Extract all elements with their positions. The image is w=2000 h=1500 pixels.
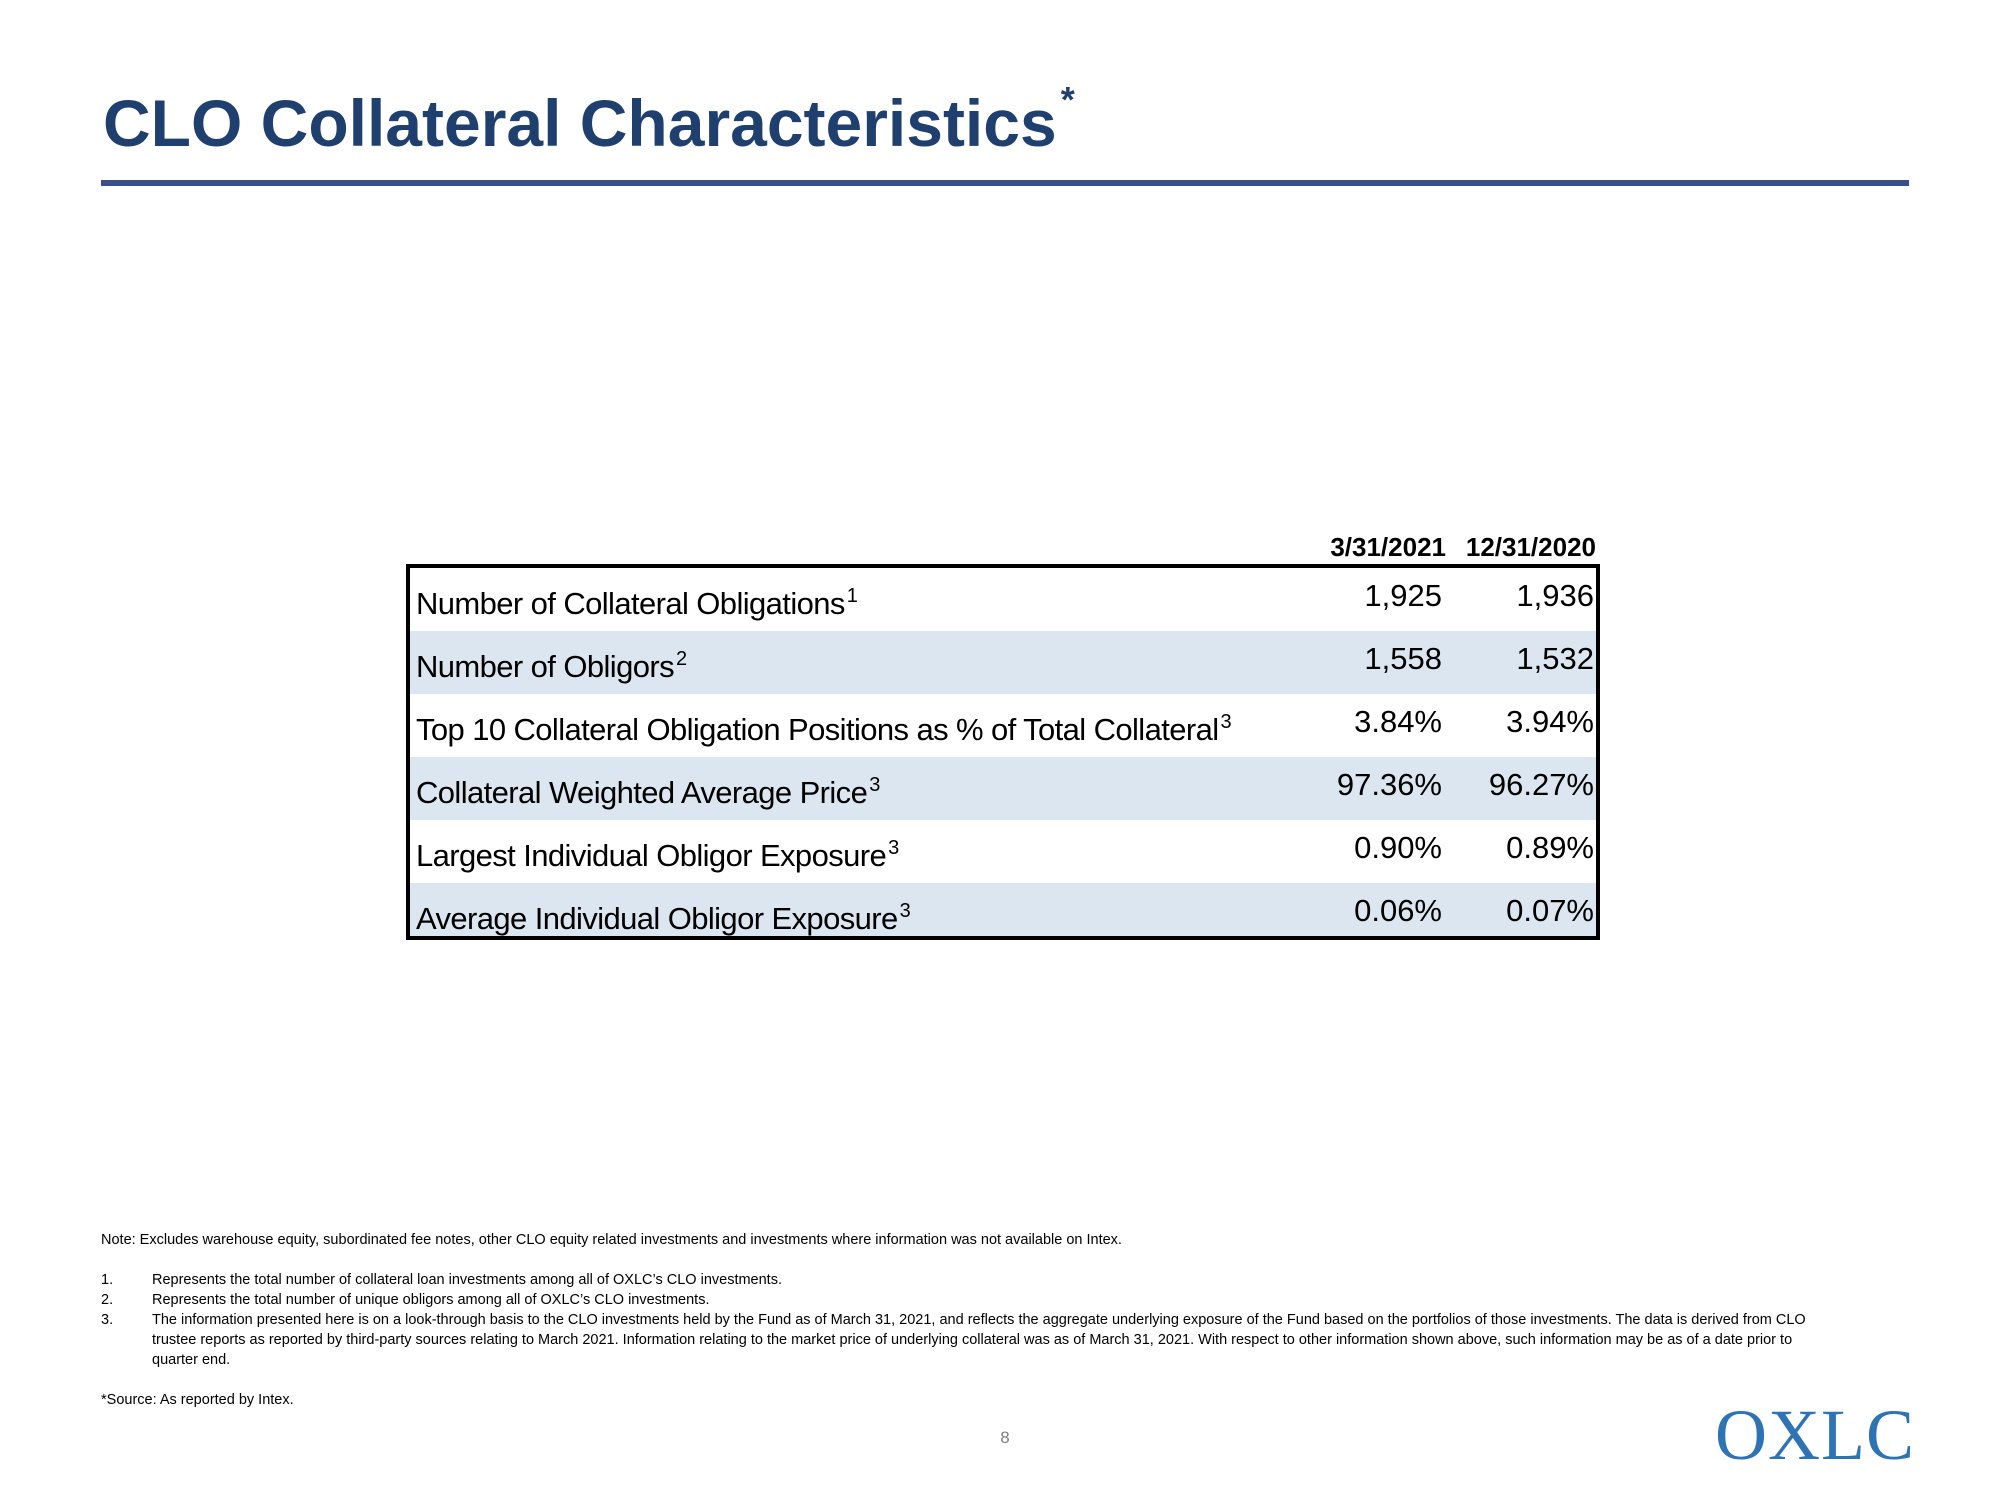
row-label: Collateral Weighted Average Price 3 [416, 774, 880, 810]
footnote-item: 3. The information presented here is on … [101, 1310, 1821, 1370]
notes-section: Note: Excludes warehouse equity, subordi… [101, 1230, 1821, 1410]
general-note: Note: Excludes warehouse equity, subordi… [101, 1232, 1122, 1248]
footnote-marker: 3 [899, 900, 911, 922]
table-row: Number of Obligors 2 1,558 1,532 [410, 631, 1596, 694]
footnote-marker: 1 [846, 585, 858, 607]
row-value-current: 1,558 [1364, 641, 1442, 676]
table-row: Average Individual Obligor Exposure 3 0.0… [410, 883, 1596, 936]
row-value-prior: 3.94% [1506, 704, 1594, 739]
footnote-text: The information presented here is on a l… [152, 1312, 1806, 1368]
footnote-number: 1. [101, 1272, 114, 1288]
footnote-number: 2. [101, 1292, 114, 1308]
footnote-text: Represents the total number of collatera… [152, 1272, 782, 1288]
column-header-q1-2021: 3/31/2021 [1330, 532, 1446, 562]
row-value-current: 3.84% [1354, 704, 1442, 739]
collateral-table: Number of Collateral Obligations 1 1,925 … [406, 564, 1600, 940]
row-label: Average Individual Obligor Exposure 3 [416, 900, 911, 936]
row-value-prior: 0.07% [1506, 893, 1594, 928]
row-label: Number of Collateral Obligations 1 [416, 585, 858, 621]
footnote-item: 1. Represents the total number of collat… [101, 1270, 1821, 1290]
footnote-number: 3. [101, 1312, 114, 1328]
row-value-current: 1,925 [1364, 578, 1442, 613]
row-label: Number of Obligors 2 [416, 648, 687, 684]
table-column-headers: 3/31/2021 12/31/2020 [1250, 529, 1600, 565]
table-row: Largest Individual Obligor Exposure 3 0.9… [410, 820, 1596, 883]
source-note: *Source: As reported by Intex. [101, 1392, 294, 1408]
footnote-text: Represents the total number of unique ob… [152, 1292, 710, 1308]
table-row: Top 10 Collateral Obligation Positions a… [410, 694, 1596, 757]
row-value-prior: 0.89% [1506, 830, 1594, 865]
row-value-prior: 96.27% [1488, 767, 1594, 802]
row-label: Top 10 Collateral Obligation Positions a… [416, 711, 1232, 747]
row-value-current: 97.36% [1336, 767, 1442, 802]
row-label: Largest Individual Obligor Exposure 3 [416, 837, 899, 873]
row-value-current: 0.90% [1354, 830, 1442, 865]
title-source-marker: * [1060, 79, 1075, 120]
page-title-text: CLO Collateral Characteristics [103, 86, 1057, 160]
footnote-marker: 3 [888, 837, 899, 859]
table-row: Collateral Weighted Average Price 3 97.36… [410, 757, 1596, 820]
row-value-prior: 1,532 [1516, 641, 1594, 676]
table-row: Number of Collateral Obligations 1 1,925 … [410, 568, 1596, 631]
row-value-prior: 1,936 [1516, 578, 1594, 613]
footnote-marker: 3 [869, 774, 880, 796]
column-header-q4-2020: 12/31/2020 [1465, 532, 1596, 562]
title-divider [101, 180, 1909, 186]
oxlc-logo: OXLC [1715, 1395, 1915, 1475]
footnote-marker: 2 [675, 648, 687, 670]
row-value-current: 0.06% [1354, 893, 1442, 928]
page-number: 8 [1000, 1428, 1010, 1447]
page-title: CLO Collateral Characteristics * [103, 78, 1075, 168]
footnote-marker: 3 [1220, 711, 1232, 733]
footnote-item: 2. Represents the total number of unique… [101, 1290, 1821, 1310]
